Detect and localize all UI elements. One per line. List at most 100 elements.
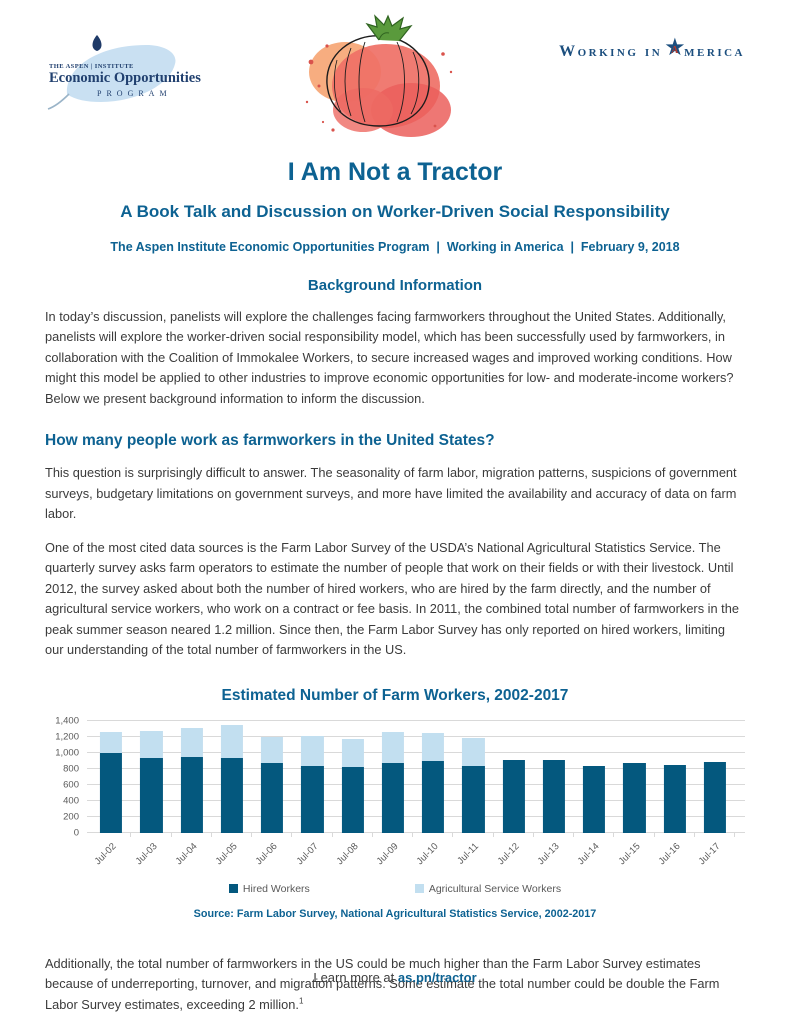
bar-segment <box>422 732 445 762</box>
gridline <box>87 815 745 817</box>
bar-stack <box>623 721 646 833</box>
footer-text: Learn more at <box>313 970 398 985</box>
legend-swatch-icon <box>414 884 424 894</box>
background-paragraph: In today’s discussion, panelists will ex… <box>45 309 734 406</box>
eop-logo-line1: THE ASPEN | INSTITUTE <box>49 63 134 70</box>
x-axis-tick-label: Jul-06 <box>253 840 280 867</box>
page-title: I Am Not a Tractor <box>287 158 503 186</box>
eop-logo-line2: Economic Opportunities <box>49 70 201 86</box>
legend-label: Hired Workers <box>242 882 310 895</box>
byline: The Aspen Institute Economic Opportuniti… <box>110 240 680 254</box>
y-axis-tick-label: 1,400 <box>55 715 79 727</box>
x-axis-tick-label: Jul-10 <box>414 840 441 867</box>
x-axis-tick-label: Jul-03 <box>133 840 160 867</box>
x-axis-tick-label: Jul-15 <box>616 840 643 867</box>
bar-segment <box>220 724 243 759</box>
bar-slot-Jul-06: Jul-06 <box>252 721 293 867</box>
bar-stack <box>542 721 565 833</box>
bar-segment <box>301 735 324 767</box>
legend-swatch-icon <box>228 884 238 894</box>
bar-slot-Jul-10: Jul-10 <box>413 721 454 867</box>
bar-stack <box>422 721 445 833</box>
bar-segment <box>462 765 485 833</box>
gridline <box>87 751 745 753</box>
bar-slot-Jul-16: Jul-16 <box>655 721 696 867</box>
bar-slot-Jul-09: Jul-09 <box>373 721 414 867</box>
bar-slot-Jul-14: Jul-14 <box>574 721 615 867</box>
x-axis-tick-label: Jul-09 <box>374 840 401 867</box>
bar-segment <box>180 728 203 757</box>
bar-stack <box>381 721 404 833</box>
y-axis-tick-label: 1,000 <box>55 747 79 759</box>
section-heading-background: Background Information <box>307 277 483 294</box>
bar-segment <box>180 756 203 833</box>
y-axis-tick-label: 1,200 <box>55 731 79 743</box>
y-axis-tick-label: 200 <box>63 811 79 823</box>
bar-segment <box>100 752 123 833</box>
x-axis-tick-label: Jul-17 <box>696 840 723 867</box>
bar-slot-Jul-11: Jul-11 <box>453 721 494 866</box>
bar-segment <box>623 762 646 833</box>
aspen-eop-logo: THE ASPEN | INSTITUTE Economic Opportuni… <box>45 32 201 122</box>
footer-link[interactable]: as.pn/tractor <box>397 970 477 985</box>
bar-segment <box>703 762 726 833</box>
tomato-illustration <box>293 14 461 153</box>
bar-segment <box>422 761 445 833</box>
bar-stack <box>100 721 123 833</box>
y-axis-tick-label: 400 <box>63 795 79 807</box>
subtitle: A Book Talk and Discussion on Worker-Dri… <box>120 202 670 221</box>
chart-source: Source: Farm Labor Survey, National Agri… <box>193 907 597 920</box>
gridline <box>87 719 745 721</box>
bar-segment <box>583 765 606 833</box>
bar-segment <box>140 731 163 758</box>
bar-slot-Jul-04: Jul-04 <box>172 721 213 867</box>
bar-segment <box>100 731 123 753</box>
x-axis-tick-label: Jul-04 <box>173 840 200 867</box>
chart-y-axis: 0 200 400 600 800 1,000 1,200 1,400 <box>45 715 87 838</box>
bar-segment <box>381 732 404 764</box>
bar-segment <box>341 738 364 768</box>
x-axis-tick-label: Jul-16 <box>656 840 683 867</box>
bar-stack <box>703 721 726 833</box>
farm-workers-chart: Estimated Number of Farm Workers, 2002-2… <box>45 687 745 920</box>
bar-segment <box>542 759 565 833</box>
y-axis-tick-label: 0 <box>73 827 79 839</box>
bar-stack <box>220 721 243 833</box>
legend-item: Agricultural Service Workers <box>414 882 562 895</box>
working-in-america-logo: Working in ★ A merica <box>559 33 745 64</box>
aspen-leaf-icon <box>47 35 176 110</box>
section-heading-farmworkers: How many people work as farmworkers in t… <box>45 432 495 450</box>
bar-segment <box>261 736 284 764</box>
bar-slot-Jul-05: Jul-05 <box>212 721 253 867</box>
bar-stack <box>341 721 364 833</box>
bar-stack <box>502 721 525 833</box>
x-axis-tick-label: Jul-07 <box>294 840 321 867</box>
page-footer: Learn more at as.pn/tractor <box>0 970 790 985</box>
bar-segment <box>341 767 364 833</box>
bar-slot-Jul-13: Jul-13 <box>534 721 575 867</box>
bar-slot-Jul-15: Jul-15 <box>614 721 655 867</box>
eop-logo-line3: PROGRAM <box>97 89 172 98</box>
bar-stack <box>583 721 606 833</box>
chart-plot: Jul-02 Jul-03 Jul-04 Jul-05 Jul-06 Jul-07 Jul-… <box>87 719 745 867</box>
bar-slot-Jul-17: Jul-17 <box>695 721 736 867</box>
farmworkers-paragraph-1: This question is surprisingly difficult … <box>45 465 737 522</box>
bar-segment <box>220 758 243 833</box>
legend-item: Hired Workers <box>228 882 310 895</box>
bar-stack <box>462 721 485 833</box>
gridline <box>87 783 745 785</box>
legend-label: Agricultural Service Workers <box>428 882 562 895</box>
wia-label-start: Working in <box>559 43 663 60</box>
x-axis-tick-label: Jul-05 <box>213 840 240 867</box>
page-header: THE ASPEN | INSTITUTE Economic Opportuni… <box>45 14 745 152</box>
bar-stack <box>663 721 686 833</box>
bar-segment <box>663 765 686 833</box>
gridline <box>87 831 745 833</box>
x-axis-tick-label: Jul-08 <box>334 840 361 867</box>
bar-segment <box>462 737 485 766</box>
wia-star-letter: A <box>671 45 679 56</box>
bar-segment <box>381 763 404 833</box>
after-chart-paragraph: Additionally, the total number of farmwo… <box>45 954 745 1015</box>
bar-segment <box>502 759 525 833</box>
